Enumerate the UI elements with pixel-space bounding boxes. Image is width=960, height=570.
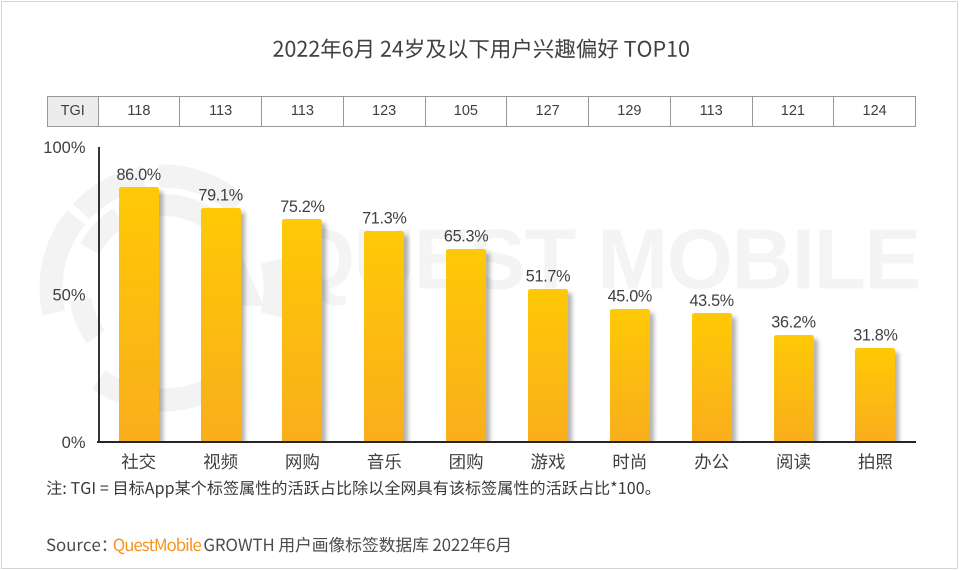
svg-text:86.0%: 86.0% [116, 166, 160, 184]
svg-text:71.3%: 71.3% [362, 210, 406, 228]
svg-text:31.8%: 31.8% [853, 326, 897, 344]
svg-text:36.2%: 36.2% [771, 313, 815, 331]
svg-text:43.5%: 43.5% [689, 292, 733, 310]
svg-text:0%: 0% [62, 434, 86, 452]
svg-text:51.7%: 51.7% [526, 268, 570, 286]
svg-text:79.1%: 79.1% [198, 187, 242, 205]
svg-text:45.0%: 45.0% [608, 287, 652, 305]
svg-text:65.3%: 65.3% [444, 227, 488, 245]
svg-text:75.2%: 75.2% [280, 198, 324, 216]
svg-text:100%: 100% [43, 139, 86, 157]
svg-text:50%: 50% [52, 287, 85, 305]
